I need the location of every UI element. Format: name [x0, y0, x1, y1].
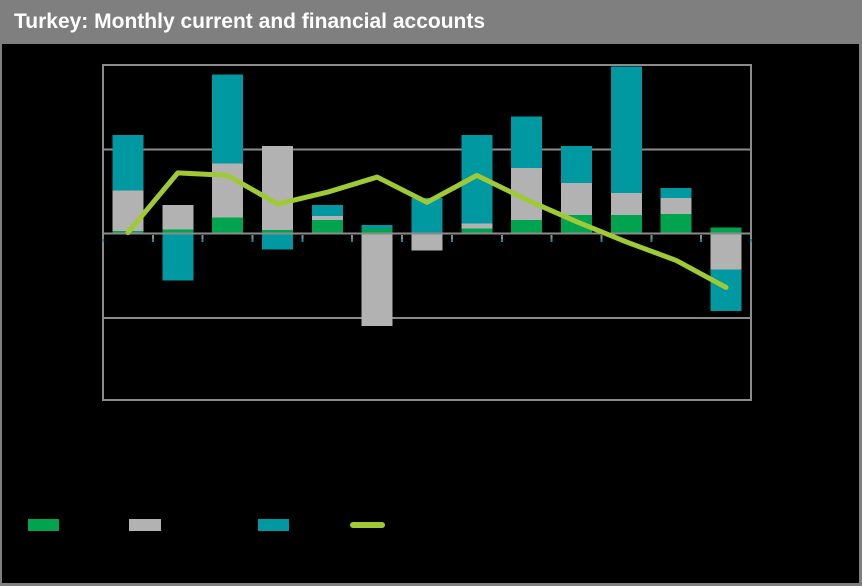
- x-axis-minor-tick: [401, 239, 404, 242]
- legend-swatch-green-bars: [28, 519, 59, 531]
- bar-segment-teal-bars: [212, 74, 244, 164]
- frame-border-bottom: [0, 583, 862, 586]
- bar-segment-green-bars: [461, 228, 493, 234]
- bar-segment-gray-bars: [660, 198, 692, 215]
- bar-segment-green-bars: [162, 229, 194, 234]
- x-axis-tick: [301, 235, 304, 239]
- x-axis-tick: [102, 235, 104, 239]
- bar-segment-teal-bars: [311, 204, 343, 216]
- chart-title: Turkey: Monthly current and financial ac…: [14, 10, 486, 33]
- x-axis-tick: [401, 235, 404, 239]
- bar-segment-teal-bars: [361, 225, 393, 229]
- x-axis-tick: [201, 235, 204, 239]
- x-axis-minor-tick: [102, 239, 104, 242]
- bar-segment-green-bars: [261, 230, 293, 234]
- x-axis-tick: [600, 235, 603, 239]
- legend-swatch-line-overlay: [350, 522, 385, 528]
- x-axis-minor-tick: [700, 239, 703, 242]
- bar-segment-green-bars: [361, 228, 393, 234]
- bar-segment-green-bars: [311, 220, 343, 234]
- x-axis-minor-tick: [550, 239, 553, 242]
- frame-border-right: [859, 0, 862, 586]
- legend-swatch-teal-bars: [258, 519, 289, 531]
- bar-segment-teal-bars: [660, 188, 692, 199]
- x-axis-tick: [500, 235, 503, 239]
- bar-segment-teal-bars: [610, 66, 642, 194]
- bar-segment-gray-bars: [261, 145, 293, 231]
- x-axis-minor-tick: [151, 239, 154, 242]
- x-axis-tick: [450, 235, 453, 239]
- bar-segment-gray-bars: [710, 233, 742, 270]
- bar-segment-green-bars: [660, 214, 692, 234]
- chart-title-bar: Turkey: Monthly current and financial ac…: [0, 0, 862, 44]
- x-axis-minor-tick: [650, 239, 653, 242]
- bar-segment-green-bars: [710, 227, 742, 234]
- bar-segment-green-bars: [610, 214, 642, 234]
- x-axis-minor-tick: [450, 239, 453, 242]
- bar-segment-teal-bars: [162, 233, 194, 281]
- bar-segment-gray-bars: [610, 193, 642, 215]
- x-axis-minor-tick: [600, 239, 603, 242]
- legend-swatch-gray-bars: [129, 519, 161, 531]
- x-axis-tick: [650, 235, 653, 239]
- bar-segment-green-bars: [511, 220, 543, 234]
- x-axis-tick: [700, 235, 703, 239]
- bar-segment-gray-bars: [361, 233, 393, 327]
- bar-segment-teal-bars: [710, 269, 742, 312]
- frame-border-left: [0, 0, 2, 586]
- x-axis-minor-tick: [500, 239, 503, 242]
- x-axis-minor-tick: [251, 239, 254, 242]
- x-axis-minor-tick: [201, 239, 204, 242]
- x-axis-minor-tick: [750, 239, 752, 242]
- x-axis-minor-tick: [351, 239, 354, 242]
- bar-segment-gray-bars: [311, 215, 343, 221]
- bar-segment-teal-bars: [261, 233, 293, 250]
- x-axis-minor-tick: [301, 239, 304, 242]
- bar-segment-gray-bars: [561, 182, 593, 215]
- x-axis-tick: [151, 235, 154, 239]
- x-axis-tick: [351, 235, 354, 239]
- line-series: [125, 170, 729, 290]
- bar-segment-green-bars: [212, 217, 244, 234]
- bar-segment-gray-bars: [461, 223, 493, 229]
- bar-segment-gray-bars: [411, 233, 443, 251]
- bar-segment-teal-bars: [561, 145, 593, 183]
- bar-segment-gray-bars: [112, 190, 144, 231]
- x-axis-tick: [251, 235, 254, 239]
- bar-segment-gray-bars: [162, 204, 194, 230]
- x-axis-tick: [750, 235, 752, 239]
- bar-segment-gray-bars: [212, 163, 244, 218]
- bar-segment-teal-bars: [511, 116, 543, 168]
- bar-segment-teal-bars: [112, 134, 144, 191]
- x-axis-tick: [550, 235, 553, 239]
